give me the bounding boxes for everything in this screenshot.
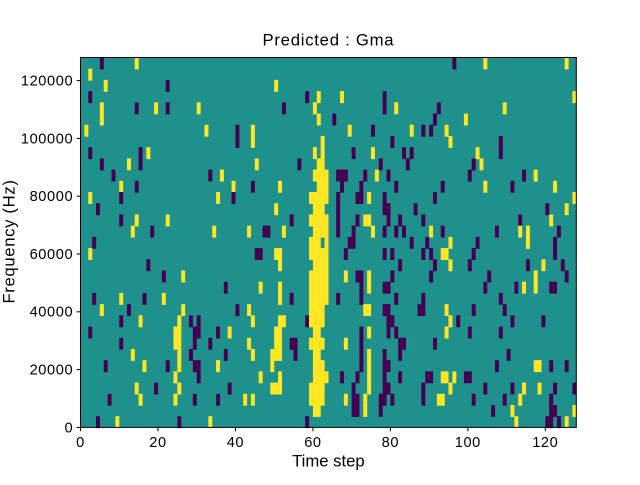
svg-text:80: 80 [382, 435, 399, 451]
svg-text:80000: 80000 [30, 189, 74, 205]
svg-text:0: 0 [64, 420, 73, 436]
svg-text:40000: 40000 [30, 305, 74, 321]
svg-text:40: 40 [227, 435, 244, 451]
svg-text:20: 20 [149, 435, 166, 451]
svg-text:Frequency (Hz): Frequency (Hz) [0, 179, 19, 303]
svg-text:120000: 120000 [21, 74, 73, 90]
svg-text:60: 60 [304, 435, 321, 451]
svg-text:Time step: Time step [292, 452, 365, 471]
svg-text:60000: 60000 [30, 247, 74, 263]
svg-text:120: 120 [532, 435, 558, 451]
svg-text:100000: 100000 [21, 131, 73, 147]
svg-text:0: 0 [76, 435, 85, 451]
svg-text:100: 100 [455, 435, 481, 451]
svg-text:20000: 20000 [30, 363, 74, 379]
svg-text:Predicted : Gma: Predicted : Gma [262, 31, 394, 50]
